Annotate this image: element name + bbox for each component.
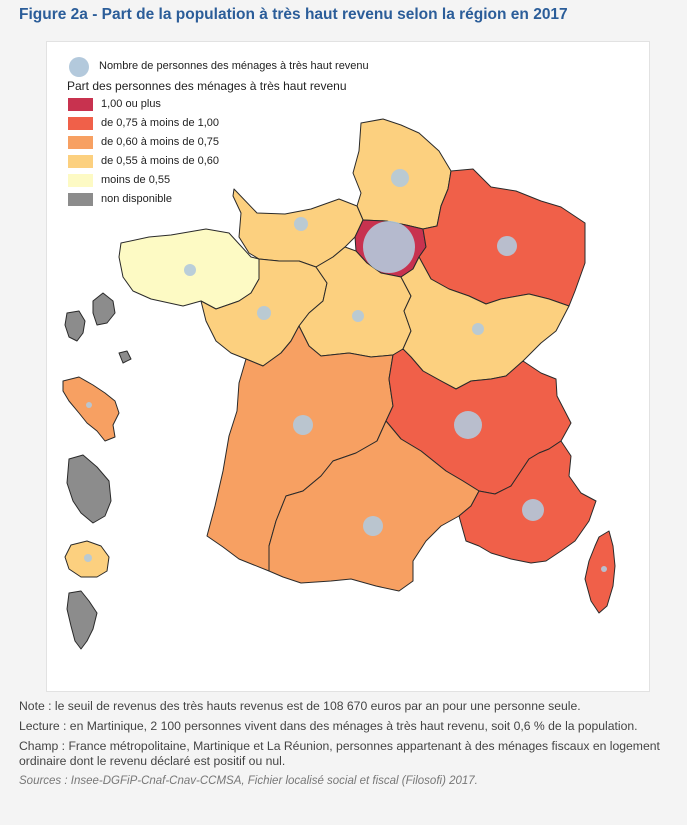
circle-la-reunion[interactable] [84,554,92,562]
sources-text: Sources : Insee-DGFiP-Cnaf-Cnav-CCMSA, F… [19,775,478,787]
lecture-text: Lecture : en Martinique, 2 100 personnes… [19,719,638,733]
circle-centre-val-de-loire[interactable] [352,310,364,322]
legend-label-4: de 0,55 à moins de 0,60 [101,155,220,167]
circle-bretagne[interactable] [184,264,196,276]
legend-swatch-4 [67,154,94,169]
legend-swatch-6 [67,192,94,207]
circle-provence-alpes-cote-dazur[interactable] [522,499,544,521]
legend-label-3: de 0,60 à moins de 0,75 [101,136,220,148]
region-corse[interactable] [584,530,616,614]
figure-notes: Note : le seuil de revenus des très haut… [19,699,679,794]
region-mayotte[interactable] [66,590,98,650]
note-text: Note : le seuil de revenus des très haut… [19,699,581,713]
legend-label-6: non disponible [101,193,172,205]
circle-size-key [69,57,89,77]
legend-label-5: moins de 0,55 [101,174,171,186]
circle-bourgogne-franche-comte[interactable] [472,323,484,335]
map-panel: Nombre de personnes des ménages à très h… [46,41,650,692]
legend-title: Part des personnes des ménages à très ha… [67,79,347,93]
legend-label-2: de 0,75 à moins de 1,00 [101,117,220,129]
circle-grand-est[interactable] [497,236,517,256]
circle-martinique[interactable] [86,402,92,408]
circle-occitanie[interactable] [363,516,383,536]
circle-auvergne-rhone-alpes[interactable] [454,411,482,439]
circle-key-label: Nombre de personnes des ménages à très h… [99,60,369,72]
circle-ile-de-france[interactable] [363,221,415,273]
circles-layer [84,169,607,572]
champ-text: Champ : France métropolitaine, Martiniqu… [19,739,660,768]
choropleth-map [62,118,616,650]
circle-hauts-de-france[interactable] [391,169,409,187]
region-guadeloupe[interactable] [64,292,132,364]
legend-swatch-1 [67,97,94,112]
circle-pays-de-la-loire[interactable] [257,306,271,320]
region-martinique[interactable] [62,376,120,442]
circle-normandie[interactable] [294,217,308,231]
circle-nouvelle-aquitaine[interactable] [293,415,313,435]
figure-title: Figure 2a - Part de la population à très… [19,6,568,23]
region-occitanie[interactable] [268,420,480,592]
circle-corse[interactable] [601,566,607,572]
legend-swatch-3 [67,135,94,150]
region-guyane[interactable] [66,454,112,524]
legend-label-1: 1,00 ou plus [101,98,161,110]
legend-swatch-5 [67,173,94,188]
legend-swatch-2 [67,116,94,131]
